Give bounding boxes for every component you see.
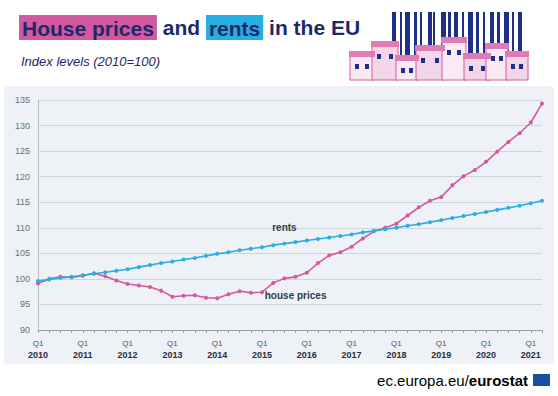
svg-text:Q1: Q1 bbox=[212, 339, 223, 348]
svg-text:100: 100 bbox=[15, 274, 30, 284]
svg-text:2015: 2015 bbox=[252, 350, 272, 360]
svg-text:ec.europa.eu/: ec.europa.eu/ bbox=[377, 372, 470, 389]
svg-text:125: 125 bbox=[15, 146, 30, 156]
svg-text:90: 90 bbox=[20, 325, 30, 335]
svg-text:Index levels (2010=100): Index levels (2010=100) bbox=[21, 54, 160, 69]
svg-text:130: 130 bbox=[15, 121, 30, 131]
svg-text:120: 120 bbox=[15, 172, 30, 182]
svg-text:2019: 2019 bbox=[431, 350, 451, 360]
svg-text:105: 105 bbox=[15, 248, 30, 258]
svg-text:2018: 2018 bbox=[386, 350, 406, 360]
svg-text:95: 95 bbox=[20, 299, 30, 309]
svg-text:2010: 2010 bbox=[28, 350, 48, 360]
svg-text:and: and bbox=[157, 16, 206, 39]
svg-text:2011: 2011 bbox=[73, 350, 93, 360]
svg-text:2013: 2013 bbox=[162, 350, 182, 360]
svg-text:2014: 2014 bbox=[207, 350, 227, 360]
svg-text:135: 135 bbox=[15, 95, 30, 105]
svg-text:Q1: Q1 bbox=[346, 339, 357, 348]
svg-text:Q1: Q1 bbox=[436, 339, 447, 348]
svg-text:2020: 2020 bbox=[476, 350, 496, 360]
svg-text:Q1: Q1 bbox=[167, 339, 178, 348]
svg-text:115: 115 bbox=[16, 197, 30, 207]
svg-text:2021: 2021 bbox=[521, 350, 541, 360]
svg-text:110: 110 bbox=[16, 223, 30, 233]
svg-text:2012: 2012 bbox=[118, 350, 138, 360]
svg-text:Q1: Q1 bbox=[122, 339, 133, 348]
svg-text:Q1: Q1 bbox=[391, 339, 402, 348]
svg-text:eurostat: eurostat bbox=[469, 372, 528, 389]
svg-text:Q1: Q1 bbox=[301, 339, 312, 348]
svg-text:House prices: House prices bbox=[22, 17, 154, 40]
svg-text:rents: rents bbox=[272, 222, 297, 233]
svg-text:house prices: house prices bbox=[265, 290, 327, 301]
svg-text:Q1: Q1 bbox=[257, 339, 268, 348]
svg-text:2016: 2016 bbox=[297, 350, 317, 360]
svg-text:rents: rents bbox=[209, 17, 260, 40]
svg-text:Q1: Q1 bbox=[481, 339, 492, 348]
svg-text:in the EU: in the EU bbox=[263, 16, 360, 39]
svg-text:Q1: Q1 bbox=[77, 339, 88, 348]
svg-text:Q1: Q1 bbox=[525, 339, 536, 348]
svg-text:2017: 2017 bbox=[342, 350, 362, 360]
svg-text:Q1: Q1 bbox=[33, 339, 44, 348]
